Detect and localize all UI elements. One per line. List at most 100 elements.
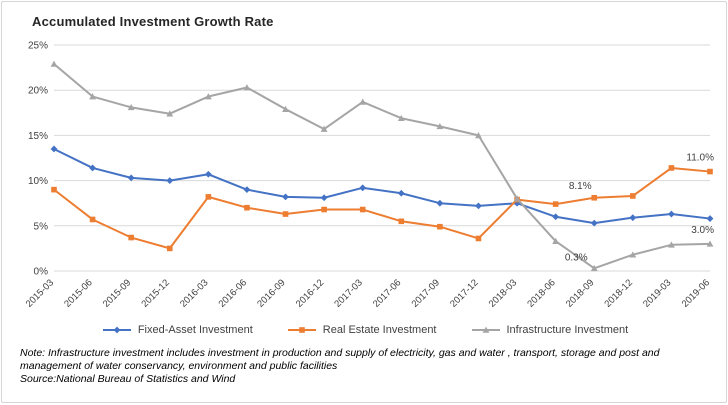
data-point-marker bbox=[668, 210, 675, 218]
data-point-marker bbox=[591, 194, 598, 201]
data-point-marker bbox=[552, 213, 560, 221]
legend-item[interactable]: Infrastructure Investment bbox=[471, 324, 629, 336]
data-point-marker bbox=[668, 165, 675, 171]
data-point-marker bbox=[205, 194, 212, 200]
legend-label: Fixed-Asset Investment bbox=[137, 324, 253, 336]
chart-title: Accumulated Investment Growth Rate bbox=[32, 14, 274, 29]
data-point-marker bbox=[204, 93, 212, 100]
x-tick-label: 2015-03 bbox=[24, 277, 56, 309]
data-point-marker bbox=[244, 204, 250, 211]
line-chart-svg: 0%5%10%15%20%25%2015-03 2015-06 2015-09 201… bbox=[24, 41, 714, 310]
data-point-marker bbox=[282, 211, 289, 217]
x-tick-label: 2015-09 bbox=[101, 277, 133, 309]
data-point-marker bbox=[282, 105, 289, 112]
data-point-marker bbox=[243, 84, 251, 91]
series-line bbox=[53, 166, 711, 250]
x-tick-label: 2019-06 bbox=[680, 277, 712, 309]
x-tick-label: 2018-12 bbox=[603, 277, 635, 309]
data-point-marker bbox=[436, 199, 444, 207]
note-text: Note: Infrastructure investment includes… bbox=[20, 347, 660, 373]
data-label: 3.0% bbox=[691, 225, 714, 236]
data-label: 0.3% bbox=[565, 252, 588, 263]
line-chart-plot-area: 0% 5% 10% 15% 20% 25% 2015-03 2015-06 2015-09 201… bbox=[16, 31, 718, 323]
legend-label: Infrastructure Investment bbox=[506, 324, 629, 336]
data-point-marker bbox=[128, 234, 134, 241]
series-line bbox=[53, 62, 711, 270]
data-point-marker bbox=[590, 264, 598, 272]
data-point-marker bbox=[475, 132, 482, 139]
y-tick-label: 0% bbox=[34, 267, 49, 278]
data-point-marker bbox=[204, 170, 212, 178]
data-point-marker bbox=[127, 174, 135, 182]
x-tick-label: 2016-09 bbox=[255, 277, 287, 309]
x-tick-label: 2018-09 bbox=[564, 277, 596, 309]
x-tick-label: 2017-09 bbox=[410, 277, 442, 309]
data-point-marker bbox=[668, 241, 675, 248]
data-point-marker bbox=[475, 235, 482, 242]
y-tick-label: 5% bbox=[34, 221, 49, 232]
x-tick-label: 2017-12 bbox=[448, 277, 480, 309]
data-point-marker bbox=[629, 251, 637, 258]
data-point-marker bbox=[629, 214, 637, 222]
y-tick-label: 20% bbox=[28, 86, 48, 97]
x-tick-label: 2016-03 bbox=[178, 277, 210, 309]
x-tick-label: 2015-06 bbox=[62, 277, 94, 309]
x-tick-label: 2015-12 bbox=[139, 277, 171, 309]
data-point-marker bbox=[707, 168, 713, 175]
data-point-marker bbox=[51, 186, 57, 193]
x-tick-label: 2019-03 bbox=[641, 277, 673, 309]
data-point-marker bbox=[552, 237, 560, 244]
y-tick-label: 25% bbox=[28, 41, 48, 52]
legend-line-marker-icon bbox=[102, 326, 131, 334]
chart-legend: Fixed-Asset Investment Real Estate Invest… bbox=[16, 319, 714, 341]
data-point-marker bbox=[89, 93, 96, 100]
data-point-marker bbox=[321, 206, 327, 213]
data-point-marker bbox=[706, 215, 714, 222]
data-point-marker bbox=[127, 103, 135, 111]
x-tick-label: 2016-06 bbox=[217, 277, 249, 309]
data-point-marker bbox=[166, 110, 174, 117]
data-point-marker bbox=[475, 202, 482, 210]
data-label: 8.1% bbox=[569, 181, 592, 192]
chart-notes: Note: Infrastructure investment includes… bbox=[20, 347, 712, 386]
x-tick-label: 2018-06 bbox=[525, 277, 557, 309]
x-tick-label: 2016-12 bbox=[294, 277, 326, 309]
data-point-marker bbox=[590, 219, 598, 227]
legend-line-marker-icon bbox=[287, 327, 316, 333]
legend-item[interactable]: Real Estate Investment bbox=[287, 324, 437, 336]
data-point-marker bbox=[298, 327, 305, 333]
data-point-marker bbox=[706, 240, 714, 247]
data-point-marker bbox=[320, 194, 328, 202]
data-point-marker bbox=[243, 186, 251, 194]
data-point-marker bbox=[397, 114, 405, 122]
legend-item[interactable]: Fixed-Asset Investment bbox=[102, 324, 253, 336]
data-point-marker bbox=[282, 193, 289, 201]
legend-line-marker-icon bbox=[471, 326, 500, 333]
data-point-marker bbox=[437, 223, 443, 230]
legend-label: Real Estate Investment bbox=[322, 324, 437, 336]
data-point-marker bbox=[359, 206, 366, 213]
x-tick-label: 2018-03 bbox=[487, 277, 519, 309]
y-tick-label: 15% bbox=[28, 131, 48, 142]
data-point-marker bbox=[397, 189, 405, 197]
y-tick-label: 10% bbox=[28, 176, 48, 187]
data-point-marker bbox=[320, 125, 328, 132]
data-point-marker bbox=[113, 326, 121, 334]
data-point-marker bbox=[89, 216, 96, 223]
data-point-marker bbox=[398, 218, 405, 225]
x-tick-label: 2017-06 bbox=[371, 277, 403, 309]
series-line bbox=[53, 147, 711, 225]
data-point-marker bbox=[166, 245, 173, 252]
x-tick-label: 2017-03 bbox=[332, 277, 364, 309]
data-point-marker bbox=[552, 201, 559, 207]
data-point-marker bbox=[630, 193, 636, 199]
data-point-marker bbox=[359, 98, 367, 105]
data-point-marker bbox=[482, 326, 489, 333]
data-point-marker bbox=[50, 145, 58, 153]
data-point-marker bbox=[513, 195, 521, 202]
data-point-marker bbox=[50, 60, 58, 67]
data-point-marker bbox=[359, 184, 367, 192]
source-text: Source:National Bureau of Statistics and… bbox=[20, 373, 236, 386]
data-point-marker bbox=[436, 122, 444, 130]
